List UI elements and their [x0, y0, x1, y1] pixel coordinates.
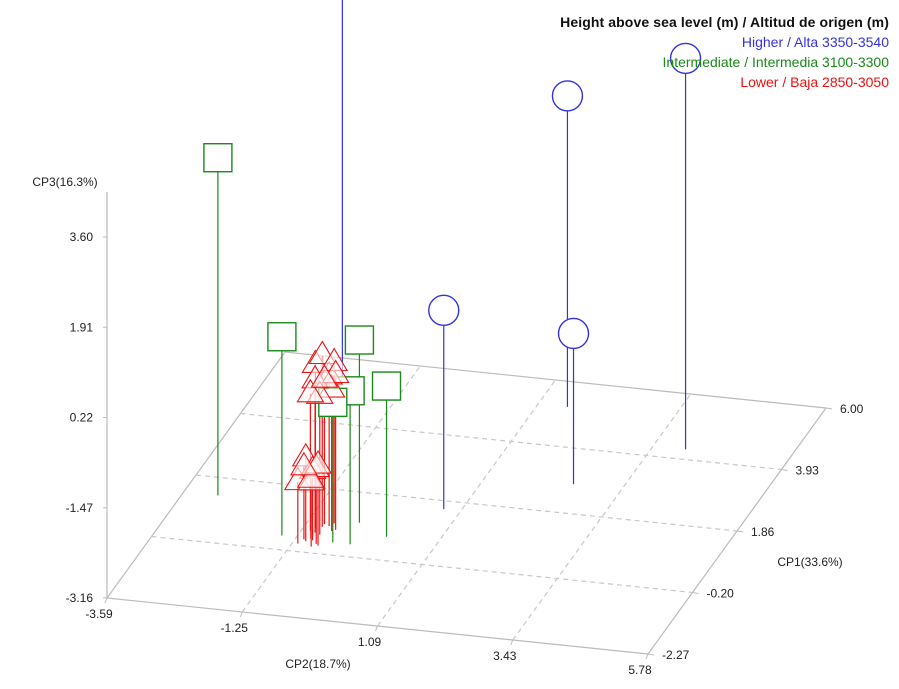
y-tick-mark	[781, 469, 788, 471]
data-point-circle	[557, 317, 590, 350]
x-tick-mark	[510, 639, 514, 646]
y-tick-mark	[736, 530, 744, 533]
grid-line-y	[195, 474, 738, 532]
y-tick-label: 3.93	[796, 464, 820, 478]
data-point-square	[267, 322, 297, 352]
y-tick-label: 1.86	[751, 525, 775, 539]
legend-entry-intermediate: Intermediate / Intermedia 3100-3300	[662, 54, 889, 70]
y-tick-mark	[647, 653, 655, 656]
x-tick-label: 5.78	[628, 663, 652, 677]
y-tick-label: -0.20	[707, 587, 735, 601]
legend-entry-lower: Lower / Baja 2850-3050	[740, 74, 889, 90]
z-tick-label: -1.47	[66, 501, 94, 515]
x-tick-label: 1.09	[358, 635, 382, 649]
z-tick-label: 3.60	[70, 230, 94, 244]
grid-line-y	[151, 535, 693, 594]
data-point-triangle	[296, 464, 325, 488]
data-point-triangle	[296, 378, 325, 403]
z-tick-label: -3.16	[66, 591, 94, 605]
x-tick-mark	[645, 653, 649, 660]
grid-line-x	[241, 365, 421, 613]
x-tick-label: 3.43	[493, 649, 517, 663]
x-tick-mark	[239, 611, 243, 618]
floor-plane	[105, 351, 828, 655]
y-axis-title: CP1(33.6%)	[777, 555, 842, 569]
y-tick-mark	[825, 407, 833, 410]
x-axis-title: CP2(18.7%)	[285, 657, 350, 671]
x-tick-label: -1.25	[221, 621, 249, 635]
z-tick-label: 1.91	[70, 320, 94, 334]
data-point-square	[203, 143, 233, 173]
data-point-circle	[551, 80, 584, 112]
grid-line-y	[240, 412, 782, 471]
tick-labels: -3.16 -1.47 0.22 1.91 3.60 CP3(16.3%) -3.59 -1.…	[32, 175, 863, 677]
data-point-square	[344, 325, 375, 355]
data-point-triangle	[289, 451, 318, 476]
x-tick-mark	[104, 597, 108, 604]
legend-title: Height above sea level (m) / Altitud de …	[560, 14, 889, 30]
z-axis-title: CP3(16.3%)	[32, 175, 97, 189]
x-tick-mark	[375, 625, 378, 632]
x-tick-label: -3.59	[85, 607, 113, 621]
data-points	[203, 42, 702, 491]
y-tick-label: 6.00	[840, 402, 864, 416]
data-point-circle	[428, 294, 460, 327]
data-point-circle	[669, 42, 702, 75]
data-point-triangle	[310, 364, 339, 388]
legend-entry-higher: Higher / Alta 3350-3540	[741, 34, 889, 50]
y-tick-mark	[692, 592, 699, 594]
y-tick-label: -2.27	[662, 648, 690, 662]
axes	[103, 192, 833, 660]
data-point-square	[371, 371, 402, 401]
grid-line-x	[377, 379, 556, 627]
legend: Height above sea level (m) / Altitud de …	[560, 12, 889, 92]
z-tick-label: 0.22	[70, 411, 94, 425]
grid-line-x	[512, 393, 692, 641]
